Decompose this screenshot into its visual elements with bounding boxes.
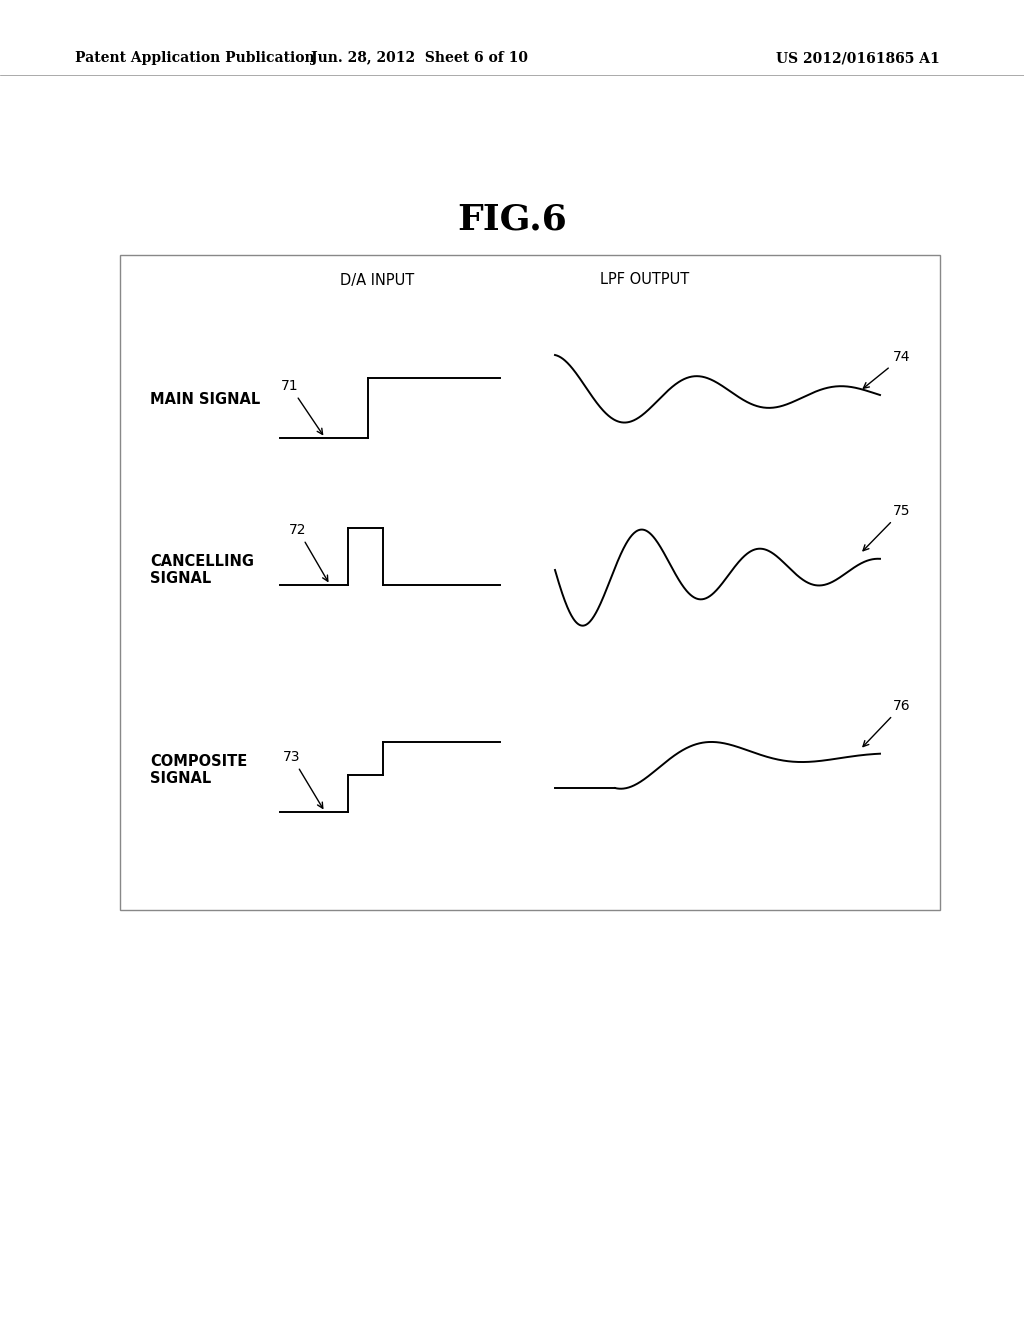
Text: MAIN SIGNAL: MAIN SIGNAL — [150, 392, 260, 408]
Text: FIG.6: FIG.6 — [457, 203, 567, 238]
Text: 73: 73 — [284, 750, 323, 808]
Text: Jun. 28, 2012  Sheet 6 of 10: Jun. 28, 2012 Sheet 6 of 10 — [311, 51, 528, 65]
Text: 72: 72 — [289, 523, 328, 581]
Text: 71: 71 — [282, 379, 323, 434]
Text: D/A INPUT: D/A INPUT — [340, 272, 415, 288]
Text: CANCELLING
SIGNAL: CANCELLING SIGNAL — [150, 554, 254, 586]
Text: 74: 74 — [863, 350, 910, 388]
Text: Patent Application Publication: Patent Application Publication — [75, 51, 314, 65]
Bar — [120, 255, 940, 909]
Text: LPF OUTPUT: LPF OUTPUT — [600, 272, 689, 288]
Text: 75: 75 — [863, 504, 910, 550]
Text: 76: 76 — [863, 698, 910, 747]
Text: COMPOSITE
SIGNAL: COMPOSITE SIGNAL — [150, 754, 247, 787]
Text: US 2012/0161865 A1: US 2012/0161865 A1 — [776, 51, 940, 65]
